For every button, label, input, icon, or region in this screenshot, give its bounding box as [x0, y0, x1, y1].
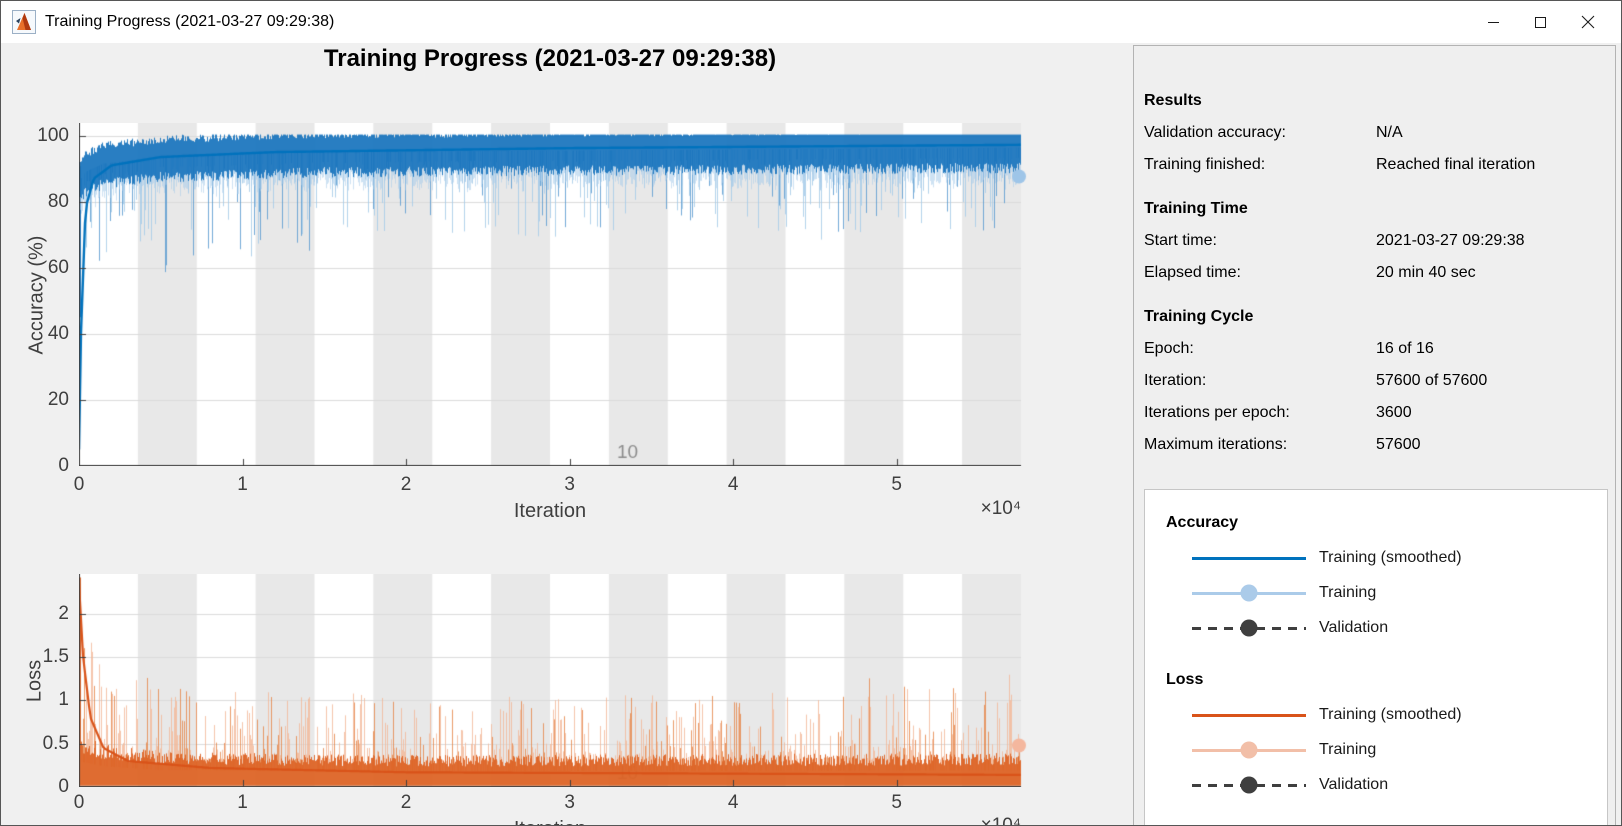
page-title: Training Progress (2021-03-27 09:29:38) [323, 45, 777, 72]
x-tick-label: 5 [891, 792, 902, 813]
legend-item: Validation [1166, 619, 1607, 637]
loss-chart-canvas [79, 574, 1031, 787]
y-tick-label: 0 [58, 776, 69, 797]
legend-box: Accuracy Training (smoothed) Training Valid… [1144, 489, 1608, 825]
info-row: Iterations per epoch: 3600 [1144, 404, 1603, 422]
legend-line [1192, 713, 1306, 717]
x-tick-label: 2 [400, 474, 412, 495]
x-tick-label: 5 [891, 474, 902, 495]
info-value: Reached final iteration [1376, 156, 1536, 173]
legend-marker [1240, 776, 1258, 794]
y-tick-label: 60 [47, 256, 69, 278]
info-label: Training finished: [1144, 156, 1266, 173]
info-label: Iteration: [1144, 372, 1207, 389]
x-tick-label: 3 [564, 474, 575, 495]
legend-marker [1240, 584, 1258, 602]
info-label: Epoch: [1144, 340, 1194, 357]
legend-item: Training [1166, 584, 1607, 602]
x-scale-label: ×10⁴ [980, 815, 1021, 826]
legend-line-sample [1192, 776, 1306, 794]
accuracy-chart-canvas [79, 123, 1031, 466]
y-tick-label: 100 [37, 124, 69, 146]
legend-item-label: Training [1319, 584, 1377, 601]
x-scale-label: ×10⁴ [980, 498, 1021, 519]
info-value: 57600 [1376, 436, 1421, 453]
x-tick-label: 1 [237, 474, 248, 495]
info-row: Elapsed time: 20 min 40 sec [1144, 264, 1603, 282]
info-panel: Accuracy Training (smoothed) Training Valid… [1133, 45, 1616, 825]
y-tick-label: 20 [47, 388, 69, 410]
y-tick-label: 2 [58, 602, 69, 624]
section-title: Training Cycle [1144, 308, 1254, 325]
info-value: 3600 [1376, 404, 1412, 421]
x-axis-label: Iteration [79, 818, 1021, 825]
x-tick-label: 0 [73, 792, 85, 813]
legend-item-label: Training (smoothed) [1319, 549, 1462, 566]
legend-line-sample [1192, 706, 1306, 724]
matlab-icon [12, 10, 36, 34]
info-row: Iteration: 57600 of 57600 [1144, 372, 1603, 390]
x-tick-label: 4 [727, 792, 739, 813]
x-tick-label: 1 [237, 792, 248, 813]
info-value: N/A [1376, 124, 1403, 141]
info-row: Epoch: 16 of 16 [1144, 340, 1603, 358]
legend-group-title: Loss [1166, 671, 1204, 688]
info-row: Maximum iterations: 57600 [1144, 436, 1603, 454]
y-tick-label: 40 [47, 322, 69, 344]
x-tick-label: 3 [564, 792, 575, 813]
info-value: 2021-03-27 09:29:38 [1376, 232, 1525, 249]
legend-marker [1240, 619, 1258, 637]
y-axis-label: Accuracy (%) [25, 235, 48, 354]
legend-item: Validation [1166, 776, 1607, 794]
y-tick-label: 0.5 [42, 732, 69, 754]
info-row: Start time: 2021-03-27 09:29:38 [1144, 232, 1603, 250]
legend-item: Training (smoothed) [1166, 549, 1607, 567]
x-tick-label: 4 [727, 474, 739, 495]
y-tick-label: 0 [58, 455, 69, 476]
y-axis-label: Loss [23, 659, 46, 702]
maximize-button[interactable] [1517, 1, 1564, 43]
info-row: Validation accuracy: N/A [1144, 124, 1603, 142]
close-icon [1581, 15, 1594, 29]
legend-line [1192, 556, 1306, 560]
x-tick-label: 2 [400, 792, 412, 813]
info-value: 57600 of 57600 [1376, 372, 1488, 389]
info-label: Maximum iterations: [1144, 436, 1288, 453]
section-title: Results [1144, 92, 1202, 109]
legend-line-sample [1192, 584, 1306, 602]
window-controls [1470, 1, 1611, 43]
legend-item: Training (smoothed) [1166, 706, 1607, 724]
x-tick-label: 0 [73, 474, 85, 495]
minimize-button[interactable] [1470, 1, 1517, 43]
legend-item-label: Validation [1319, 776, 1389, 793]
x-axis-label: Iteration [513, 500, 587, 522]
legend-line-sample [1192, 741, 1306, 759]
info-label: Iterations per epoch: [1144, 404, 1290, 421]
legend-group-title: Accuracy [1166, 514, 1239, 531]
close-button[interactable] [1564, 1, 1611, 43]
legend-item-label: Training [1319, 741, 1377, 758]
info-value: 20 min 40 sec [1376, 264, 1476, 281]
minimize-icon [1488, 21, 1499, 23]
section-title: Training Time [1144, 200, 1248, 217]
window-title: Training Progress (2021-03-27 09:29:38) [45, 13, 335, 30]
legend-item-label: Training (smoothed) [1319, 706, 1462, 723]
info-value: 16 of 16 [1376, 340, 1434, 357]
window-titlebar: Training Progress (2021-03-27 09:29:38) [1, 1, 1621, 43]
legend-item: Training [1166, 741, 1607, 759]
y-tick-label: 1.5 [42, 646, 69, 668]
info-label: Elapsed time: [1144, 264, 1241, 281]
maximize-icon [1535, 16, 1546, 28]
info-label: Start time: [1144, 232, 1217, 249]
legend-marker [1240, 741, 1258, 759]
y-tick-label: 80 [47, 190, 69, 212]
info-label: Validation accuracy: [1144, 124, 1286, 141]
legend-line-sample [1192, 619, 1306, 637]
info-row: Training finished: Reached final iteratio… [1144, 156, 1603, 174]
legend-line-sample [1192, 549, 1306, 567]
legend-item-label: Validation [1319, 619, 1389, 636]
y-tick-label: 1 [58, 689, 69, 711]
